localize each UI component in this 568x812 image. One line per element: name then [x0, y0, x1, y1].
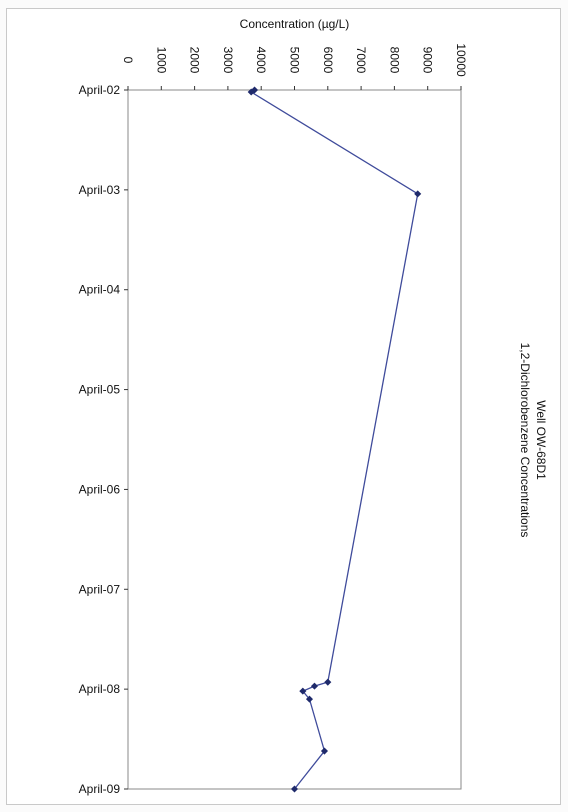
chart-title: Well OW-68D1	[534, 400, 548, 480]
y-tick-label: 5000	[288, 47, 302, 74]
y-tick-label: 3000	[221, 47, 235, 74]
data-point	[305, 695, 314, 703]
x-tick-label: April-06	[79, 482, 121, 496]
plot-area	[127, 89, 462, 790]
x-tick-label: April-02	[79, 83, 121, 97]
y-tick-label: 6000	[321, 47, 335, 74]
data-point	[414, 190, 422, 198]
y-tick-label: 4000	[254, 47, 268, 74]
y-tick-label: 9000	[421, 47, 435, 74]
y-tick-label: 2000	[188, 47, 202, 74]
data-point	[299, 687, 307, 695]
x-tick-label: April-05	[79, 383, 121, 397]
y-tick-label: 10000	[454, 43, 468, 77]
x-tick-label: April-07	[79, 582, 121, 596]
x-tick-label: April-09	[79, 782, 121, 796]
data-point	[310, 682, 319, 690]
x-tick-label: April-04	[79, 283, 121, 297]
y-tick-label: 7000	[354, 47, 368, 74]
data-point	[320, 747, 329, 755]
y-tick-label: 0	[121, 57, 135, 64]
data-point	[290, 785, 299, 793]
y-tick-label: 8000	[387, 47, 401, 74]
y-axis-title: Concentration (µg/L)	[240, 17, 350, 31]
chart-subtitle: 1,2-Dichlorobenzene Concentrations	[518, 343, 532, 538]
x-tick-label: April-08	[79, 682, 121, 696]
data-point	[247, 88, 255, 96]
data-point	[324, 678, 332, 686]
x-tick-label: April-03	[79, 183, 121, 197]
y-tick-label: 1000	[154, 47, 168, 74]
